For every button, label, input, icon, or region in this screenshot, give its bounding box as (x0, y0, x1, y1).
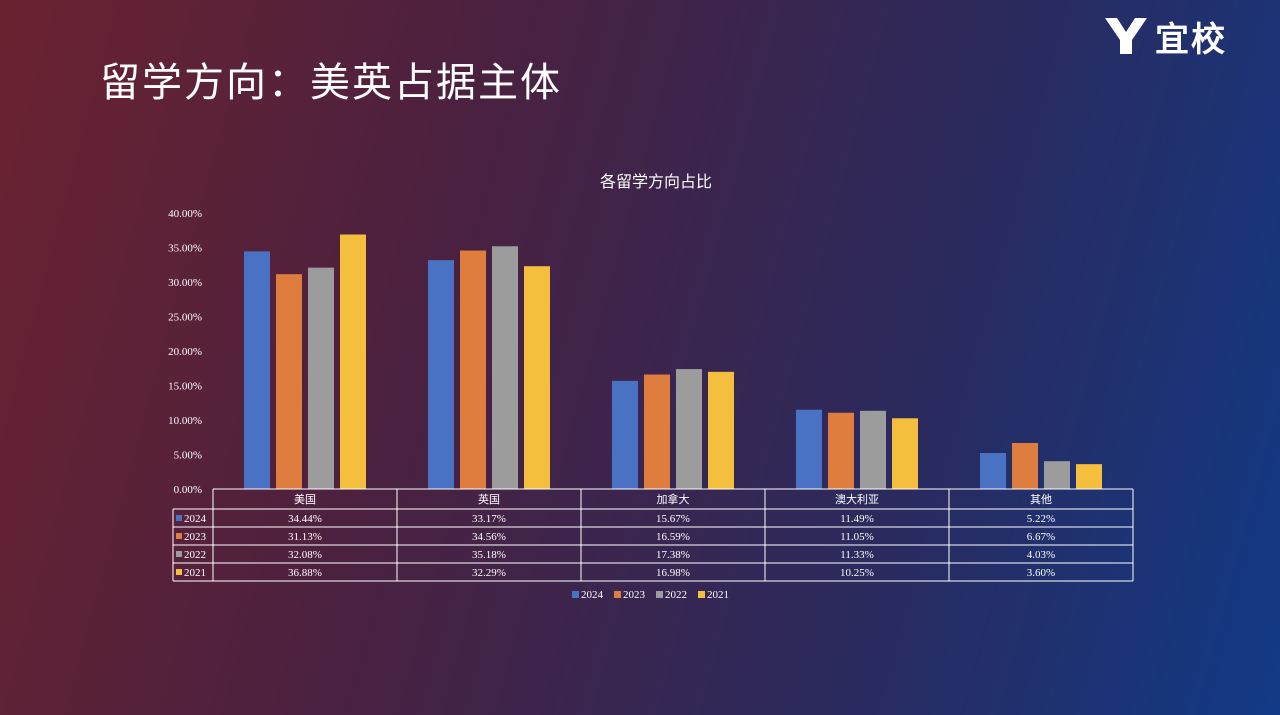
data-label: 16.59% (656, 531, 690, 543)
legend-item: 2022 (665, 589, 687, 601)
row-series-label: 2021 (184, 567, 206, 579)
data-label: 11.49% (840, 513, 874, 525)
data-label: 5.22% (1027, 513, 1055, 525)
logo: 宜校 (1103, 14, 1263, 60)
bar-2022-1 (492, 246, 518, 489)
data-label: 34.56% (472, 531, 506, 543)
y-tick-label: 40.00% (168, 208, 202, 220)
legend-item: 2021 (707, 589, 729, 601)
bar-2024-0 (244, 251, 270, 489)
page-title: 留学方向：美英占据主体 (100, 60, 562, 106)
legend-item: 2023 (623, 589, 646, 601)
data-label: 35.18% (472, 549, 506, 561)
bar-2022-3 (860, 410, 886, 489)
data-label: 17.38% (656, 549, 690, 561)
y-tick-label: 35.00% (168, 243, 202, 255)
bar-2023-2 (644, 374, 670, 489)
legend-swatch (656, 591, 663, 598)
row-series-label: 2023 (184, 531, 207, 543)
category-label: 加拿大 (657, 492, 690, 506)
data-label: 32.29% (472, 567, 506, 579)
legend-swatch (614, 591, 621, 598)
data-label: 34.44% (288, 513, 322, 525)
bar-2021-3 (892, 418, 918, 489)
bar-2022-0 (308, 267, 334, 489)
data-label: 3.60% (1027, 567, 1055, 579)
bar-2023-4 (1012, 442, 1038, 489)
data-label: 31.13% (288, 531, 322, 543)
bar-2021-4 (1076, 464, 1102, 489)
y-tick-label: 25.00% (168, 312, 202, 324)
category-label: 澳大利亚 (835, 492, 879, 506)
data-label: 36.88% (288, 567, 322, 579)
legend-swatch (698, 591, 705, 598)
data-label: 6.67% (1027, 531, 1055, 543)
bar-2024-4 (980, 452, 1006, 489)
y-tick-label: 5.00% (174, 450, 202, 462)
row-legend-swatch (176, 515, 182, 521)
row-legend-swatch (176, 533, 182, 539)
bar-2021-1 (524, 266, 550, 489)
row-legend-swatch (176, 551, 182, 557)
row-series-label: 2024 (184, 513, 207, 525)
data-label: 16.98% (656, 567, 690, 579)
y-tick-label: 20.00% (168, 346, 202, 358)
logo-text: 宜校 (1155, 19, 1227, 60)
data-label: 10.25% (840, 567, 874, 579)
data-label: 33.17% (472, 513, 506, 525)
category-label: 英国 (478, 492, 500, 506)
bar-2023-1 (460, 250, 486, 489)
bar-2024-2 (612, 380, 638, 489)
bar-2021-0 (340, 234, 366, 489)
bar-2022-4 (1044, 461, 1070, 489)
data-label: 32.08% (288, 549, 322, 561)
bar-2023-3 (828, 412, 854, 489)
bar-2023-0 (276, 274, 302, 489)
legend-swatch (572, 591, 579, 598)
category-label: 美国 (294, 493, 316, 506)
logo-y-icon (1105, 18, 1147, 54)
y-tick-label: 10.00% (168, 415, 202, 427)
data-label: 15.67% (656, 513, 690, 525)
chart-title: 各留学方向占比 (600, 172, 712, 191)
y-tick-label: 0.00% (174, 484, 202, 496)
bar-2024-1 (428, 260, 454, 489)
data-label: 4.03% (1027, 549, 1055, 561)
data-label: 11.33% (840, 549, 874, 561)
y-tick-label: 30.00% (168, 277, 202, 289)
category-label: 其他 (1030, 493, 1052, 506)
bar-2021-2 (708, 371, 734, 489)
row-series-label: 2022 (184, 549, 206, 561)
y-tick-label: 15.00% (168, 381, 202, 393)
data-label: 11.05% (840, 531, 874, 543)
row-legend-swatch (176, 569, 182, 575)
bar-2024-3 (796, 409, 822, 489)
bar-2022-2 (676, 369, 702, 489)
legend-item: 2024 (581, 589, 604, 601)
